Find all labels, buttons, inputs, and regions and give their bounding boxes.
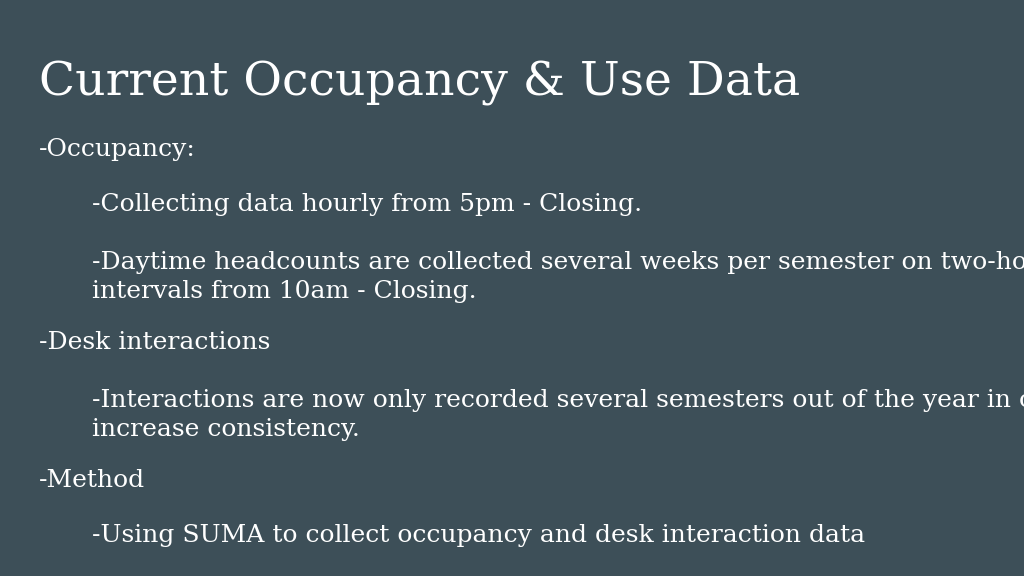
Text: -Interactions are now only recorded several semesters out of the year in order t: -Interactions are now only recorded seve…: [92, 389, 1024, 441]
Text: -Using SUMA to collect occupancy and desk interaction data: -Using SUMA to collect occupancy and des…: [92, 524, 865, 547]
Text: -Daytime headcounts are collected several weeks per semester on two-hour
interva: -Daytime headcounts are collected severa…: [92, 251, 1024, 303]
Text: -Occupancy:: -Occupancy:: [39, 138, 196, 161]
Text: Current Occupancy & Use Data: Current Occupancy & Use Data: [39, 60, 800, 106]
Text: -Collecting data hourly from 5pm - Closing.: -Collecting data hourly from 5pm - Closi…: [92, 193, 642, 216]
Text: -Method: -Method: [39, 469, 145, 492]
Text: -Desk interactions: -Desk interactions: [39, 331, 270, 354]
